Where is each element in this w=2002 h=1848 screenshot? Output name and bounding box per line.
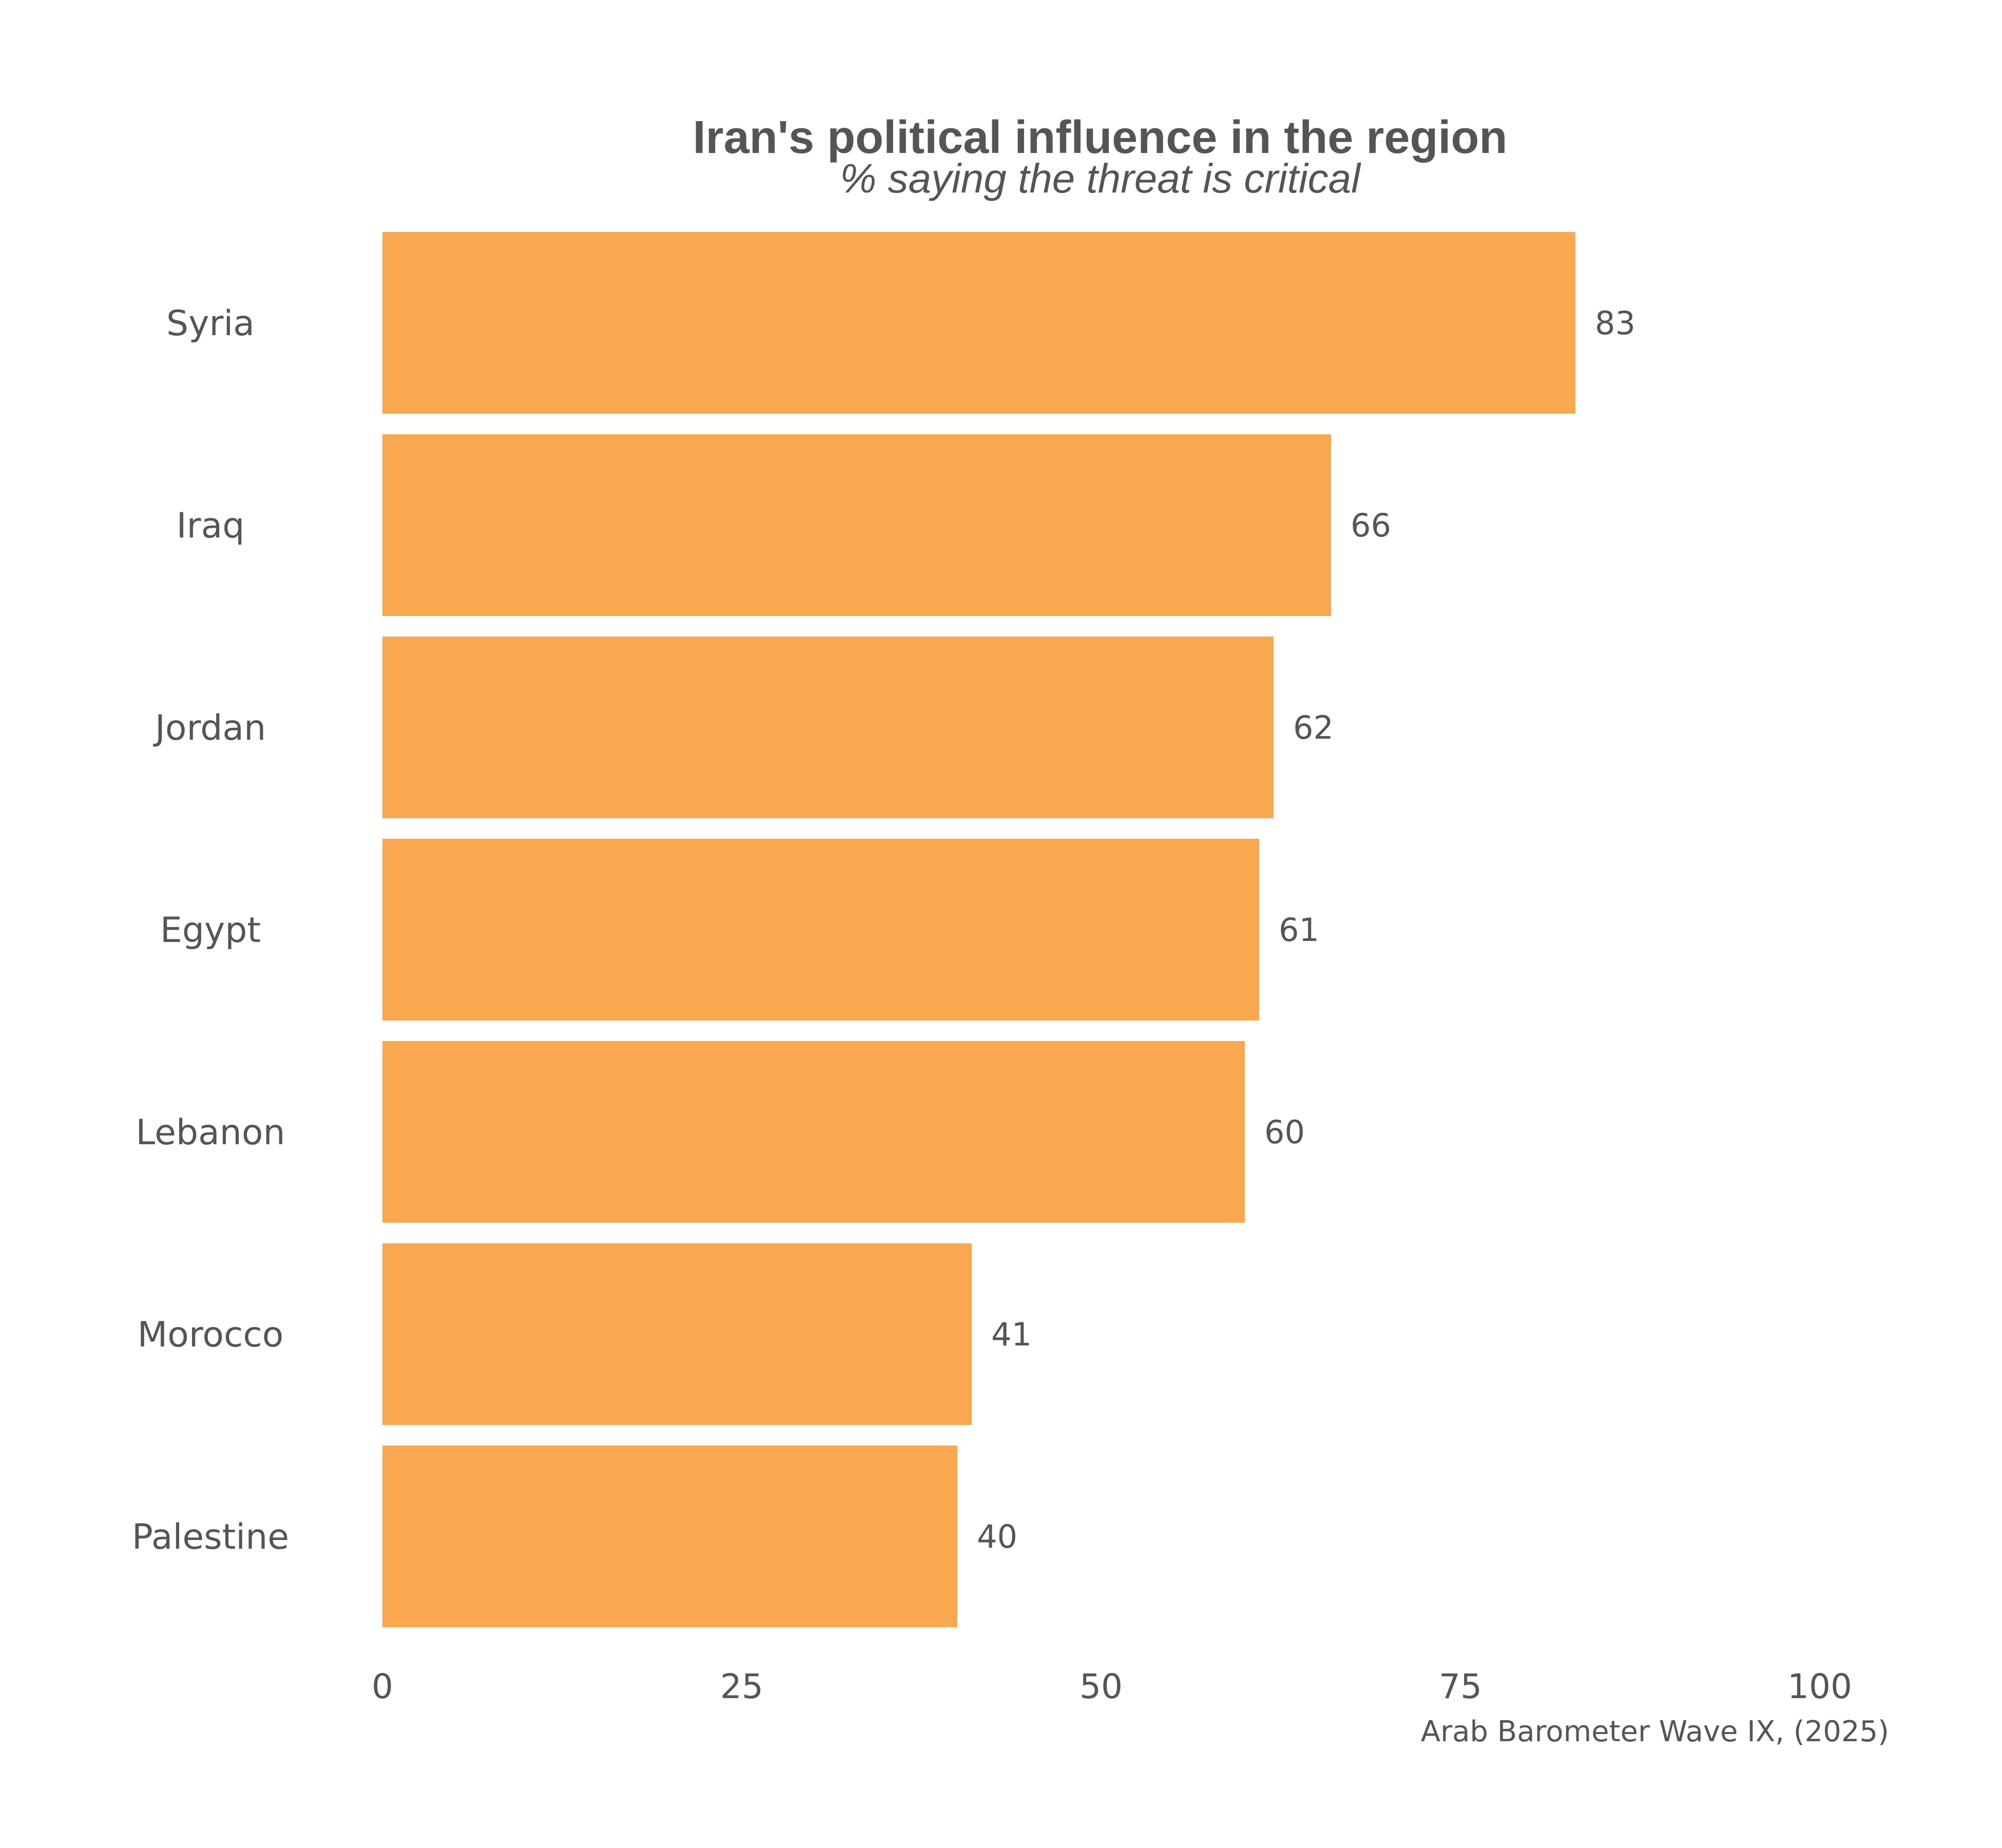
bar-palestine	[382, 1446, 957, 1627]
x-tick-label-100: 100	[1787, 1667, 1852, 1706]
category-label-iraq: Iraq	[177, 506, 245, 546]
bars-group	[382, 232, 1575, 1627]
value-label-egypt: 61	[1279, 911, 1319, 949]
category-label-palestine: Palestine	[132, 1517, 289, 1557]
chart-caption: Arab Barometer Wave IX, (2025)	[1421, 1715, 1889, 1748]
bar-lebanon	[382, 1041, 1245, 1223]
value-label-palestine: 40	[977, 1518, 1017, 1555]
bar-egypt	[382, 839, 1259, 1021]
category-label-egypt: Egypt	[160, 910, 261, 951]
x-axis-tick-labels: 0 25 50 75 100	[372, 1667, 1852, 1706]
value-label-syria: 83	[1595, 304, 1635, 342]
value-label-iraq: 66	[1351, 507, 1391, 544]
chart-subtitle: % saying the threat is critical	[840, 156, 1361, 201]
x-tick-label-75: 75	[1439, 1667, 1482, 1706]
chart-title: Iran's political influence in the region	[693, 112, 1508, 163]
bar-jordan	[382, 637, 1274, 818]
bar-syria	[382, 232, 1575, 414]
value-label-lebanon: 60	[1264, 1113, 1305, 1151]
x-tick-label-50: 50	[1080, 1667, 1123, 1706]
category-label-jordan: Jordan	[153, 708, 266, 748]
value-label-morocco: 41	[991, 1316, 1032, 1353]
x-tick-label-25: 25	[720, 1667, 763, 1706]
category-label-lebanon: Lebanon	[136, 1112, 285, 1153]
value-labels: 83 66 62 61 60 41 40	[977, 304, 1635, 1555]
x-tick-label-0: 0	[372, 1667, 393, 1706]
bar-iraq	[382, 434, 1331, 616]
bar-morocco	[382, 1243, 972, 1425]
value-label-jordan: 62	[1293, 709, 1334, 746]
category-labels: Syria Iraq Jordan Egypt Lebanon Morocco Palest…	[132, 303, 289, 1557]
category-label-syria: Syria	[166, 303, 255, 344]
category-label-morocco: Morocco	[138, 1315, 284, 1355]
